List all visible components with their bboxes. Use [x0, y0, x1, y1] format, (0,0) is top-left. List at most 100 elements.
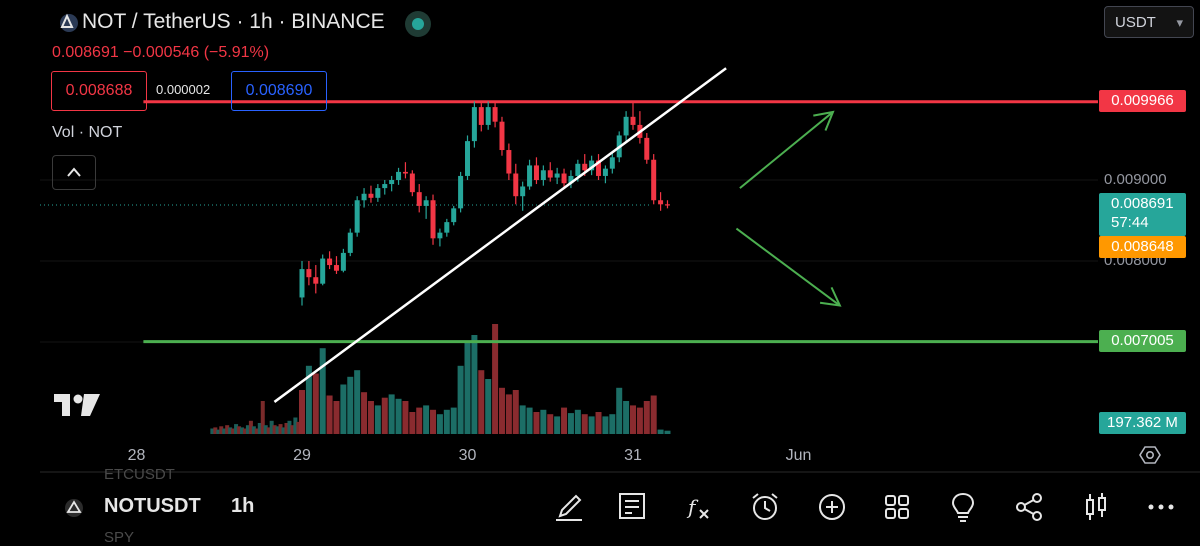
volume-bar: [361, 392, 368, 434]
candle-body: [492, 107, 498, 122]
alarm-icon[interactable]: [748, 490, 782, 524]
volume-bar: [290, 425, 295, 434]
volume-bar: [547, 414, 554, 434]
candle-body: [430, 200, 436, 239]
volume-bar: [581, 414, 588, 434]
function-icon[interactable]: f: [682, 490, 716, 524]
chevron-down-icon: ▾: [1176, 15, 1183, 30]
volume-bar: [423, 405, 430, 434]
volume-bar: [650, 395, 657, 434]
draw-icon[interactable]: [552, 490, 586, 524]
horizontal-levels[interactable]: [143, 100, 1098, 344]
candle-body: [513, 173, 519, 197]
layouts-icon[interactable]: [880, 490, 914, 524]
buy-button[interactable]: 0.008690: [231, 71, 327, 111]
last-price-value: 0.008691: [1111, 195, 1174, 212]
last-price-tag[interactable]: 0.008691 57:44: [1099, 193, 1186, 236]
grid-lines: [40, 179, 1098, 343]
notes-icon[interactable]: [616, 490, 650, 524]
candle-body: [520, 186, 526, 197]
volume-bar: [284, 423, 289, 434]
volume-bar: [554, 416, 561, 434]
candle-body: [554, 173, 560, 178]
candle-type-icon[interactable]: [1079, 490, 1113, 524]
volume-bar: [254, 428, 259, 434]
candle-body: [354, 200, 360, 233]
volume-bar: [367, 401, 374, 434]
volume-bar: [526, 407, 533, 434]
candle-body: [402, 171, 408, 174]
orange-line-price-tag[interactable]: 0.008648: [1099, 236, 1186, 258]
add-icon[interactable]: [815, 490, 849, 524]
candle-body: [609, 157, 615, 169]
volume-value-tag: 197.362 M: [1099, 412, 1186, 434]
volume-bar: [657, 429, 664, 434]
volume-bar: [275, 426, 280, 434]
symbol-title[interactable]: NOT / TetherUS · 1h · BINANCE: [82, 10, 385, 33]
volume-bar: [402, 401, 409, 434]
volume-bar: [374, 405, 381, 434]
watchlist-ghost-item: SPY: [104, 529, 135, 546]
volume-bars: [210, 324, 671, 434]
volume-bar: [333, 401, 340, 434]
candle-body: [396, 171, 402, 180]
candle-body: [361, 193, 367, 201]
candle-body: [582, 163, 588, 171]
candle-body: [575, 163, 581, 176]
volume-bar: [293, 417, 298, 434]
volume-bar: [498, 387, 505, 434]
candles: [299, 101, 670, 306]
timeframe-button[interactable]: 1h: [231, 495, 255, 517]
candle-body: [478, 107, 484, 125]
volume-bar: [533, 412, 540, 434]
volume-bar: [492, 324, 499, 434]
volume-bar: [443, 409, 450, 434]
volume-bar: [278, 424, 283, 434]
resistance-price-tag[interactable]: 0.009966: [1099, 90, 1186, 112]
candle-body: [596, 160, 602, 176]
volume-bar: [312, 373, 319, 434]
candle-body: [375, 188, 381, 198]
candle-body: [644, 137, 650, 160]
candle-body: [389, 180, 395, 185]
candle-body: [658, 200, 664, 205]
more-icon[interactable]: [1144, 490, 1178, 524]
candle-body: [368, 193, 374, 198]
ideas-icon[interactable]: [946, 490, 980, 524]
candle-body: [568, 175, 574, 184]
volume-bar: [464, 340, 471, 434]
symbol-button[interactable]: NOTUSDT: [104, 495, 201, 517]
support-price-tag[interactable]: 0.007005: [1099, 330, 1186, 352]
symbol-logo-icon: [65, 499, 83, 517]
volume-bar: [213, 427, 218, 434]
volume-bar: [623, 401, 630, 434]
volume-bar: [234, 424, 239, 434]
svg-text:f: f: [686, 495, 699, 519]
collapse-legend-button[interactable]: [52, 155, 96, 190]
volume-bar: [574, 409, 581, 434]
candle-body: [664, 204, 670, 206]
volume-bar: [561, 407, 568, 434]
volume-bar: [567, 413, 574, 434]
time-tick-label: Jun: [786, 447, 812, 464]
price-chart[interactable]: 262728293031Jun: [0, 0, 1200, 474]
sell-button[interactable]: 0.008688: [51, 71, 147, 111]
bar-countdown: 57:44: [1111, 214, 1149, 231]
candle-body: [416, 192, 422, 206]
drawings[interactable]: [273, 67, 842, 403]
candle-body: [547, 170, 553, 178]
volume-bar: [595, 412, 602, 434]
arrow-down-head: [819, 286, 842, 307]
time-tick-label: 29: [293, 447, 311, 464]
share-icon[interactable]: [1012, 490, 1046, 524]
volume-indicator-label[interactable]: Vol · NOT: [52, 124, 123, 141]
candle-body: [485, 107, 491, 125]
volume-bar: [245, 425, 250, 434]
volume-bar: [216, 429, 221, 434]
symbol-logo-icon: [60, 13, 78, 32]
hexagon-settings-icon[interactable]: [1138, 443, 1162, 467]
time-axis[interactable]: 262728293031Jun: [0, 447, 1200, 473]
volume-bar: [478, 370, 485, 434]
currency-select[interactable]: USDT ▾: [1104, 6, 1194, 38]
volume-bar: [299, 390, 305, 434]
